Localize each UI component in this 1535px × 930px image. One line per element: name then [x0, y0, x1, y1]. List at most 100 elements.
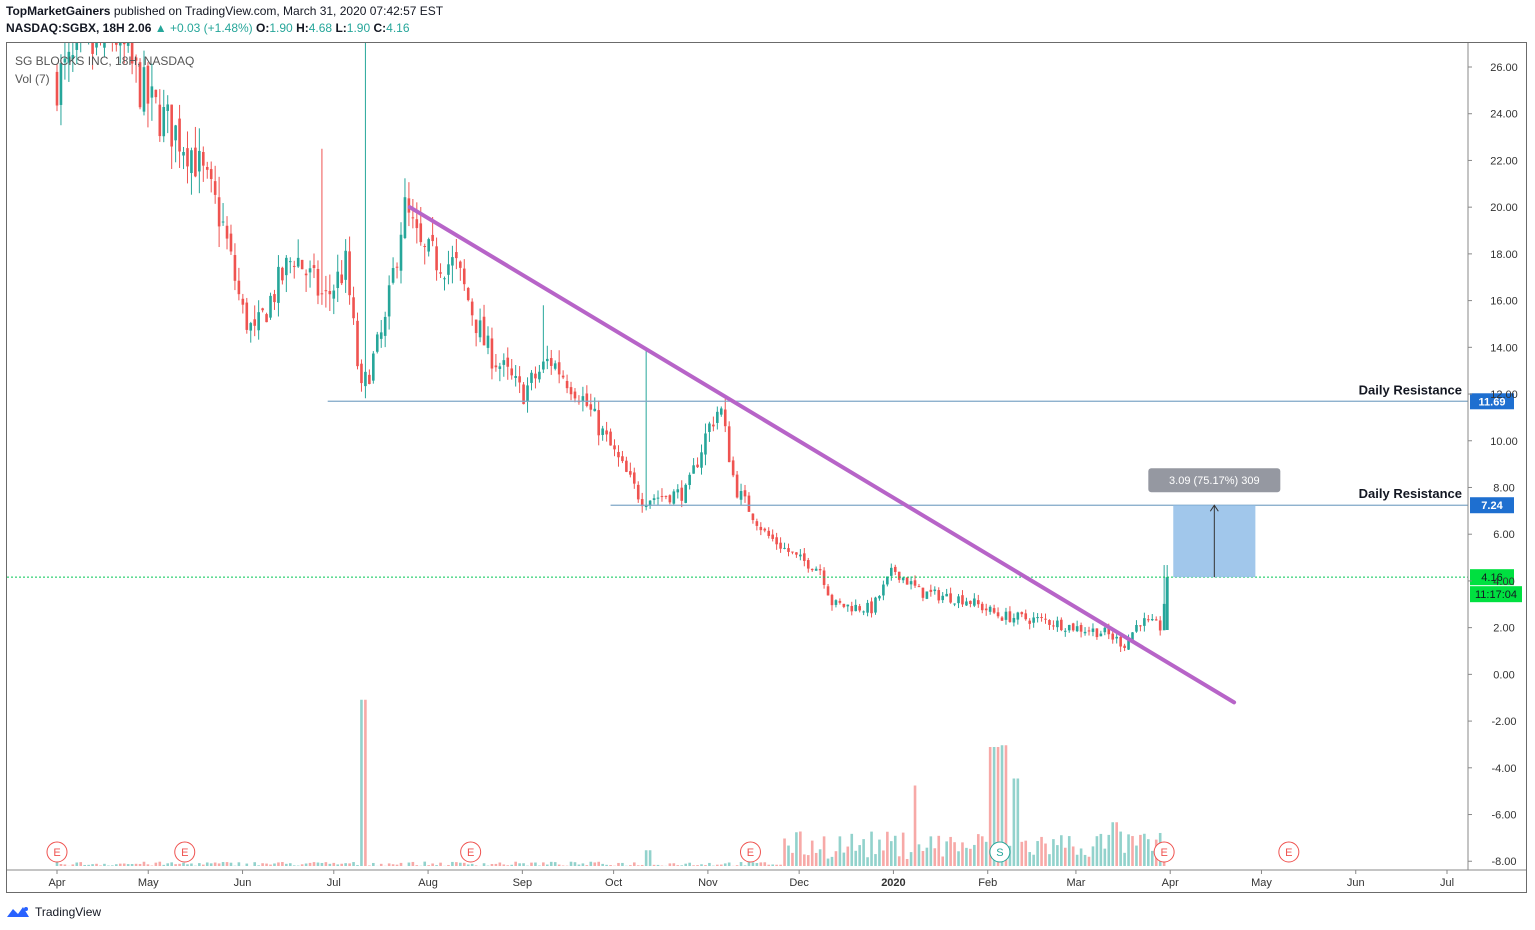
volume-bar	[549, 861, 553, 866]
candle-body	[71, 55, 75, 60]
volume-bar	[340, 863, 343, 866]
candle-body	[676, 489, 680, 493]
volume-bar	[470, 863, 474, 866]
publisher-name[interactable]: TopMarketGainers	[6, 4, 111, 18]
volume-bar	[553, 862, 557, 866]
candle-body	[1087, 630, 1091, 632]
symbol-label[interactable]: NASDAQ:SGBX, 18H	[6, 21, 125, 35]
volume-bar	[561, 865, 565, 866]
candle-body	[427, 239, 430, 252]
candle-body	[150, 86, 154, 98]
volume-bar	[170, 862, 173, 866]
resistance-price-label: 7.24	[1481, 500, 1503, 512]
volume-bar	[182, 862, 185, 866]
volume-bar	[1056, 845, 1059, 866]
price-chart[interactable]: E E E E S E E Daily Resistance 11.69 Daily Resist…	[7, 43, 1526, 892]
x-tick-label: May	[1251, 877, 1272, 889]
candle-body	[949, 593, 952, 603]
candle-body	[241, 298, 245, 305]
volume-bar	[225, 862, 229, 866]
volume-bar	[229, 862, 233, 866]
candle-body	[913, 580, 917, 586]
candle-body	[810, 568, 814, 571]
candle-body	[253, 319, 257, 326]
candle-body	[901, 577, 905, 581]
candle-body	[530, 372, 533, 383]
candle-body	[731, 460, 735, 476]
volume-bar	[897, 856, 901, 866]
candle-body	[704, 433, 707, 455]
range-label-box	[1148, 468, 1281, 493]
candle-body	[273, 294, 276, 303]
candle-body	[830, 594, 834, 606]
volume-bar	[99, 865, 102, 866]
split-event-marker[interactable]	[989, 841, 1011, 863]
candle-body	[292, 265, 296, 267]
candle-body	[233, 255, 237, 281]
candle-body	[1060, 619, 1063, 631]
candle-body	[368, 374, 371, 385]
tradingview-logo-icon[interactable]	[6, 905, 30, 919]
y-tick-label: 22.00	[1490, 155, 1518, 167]
candle-body	[909, 581, 913, 585]
earnings-event-marker[interactable]	[46, 841, 68, 863]
earnings-event-marker[interactable]	[460, 841, 482, 863]
volume-bar	[656, 864, 660, 866]
volume-legend[interactable]: Vol (7)	[15, 72, 50, 86]
volume-bar	[945, 841, 948, 866]
volume-bar	[269, 864, 272, 866]
volume-bar	[455, 862, 458, 866]
chart-pane[interactable]: E E E E S E E Daily Resistance 11.69 Daily Resist…	[6, 42, 1527, 893]
y-tick-label: 24.00	[1490, 109, 1518, 121]
candle-body	[850, 606, 854, 612]
volume-bar	[352, 862, 355, 866]
candle-body	[941, 595, 945, 601]
candle-body	[735, 474, 739, 498]
volume-bar	[324, 862, 328, 866]
trendline[interactable]	[407, 205, 1237, 705]
candle-body	[328, 290, 332, 295]
volume-bar	[1071, 846, 1075, 866]
volume-bar	[949, 836, 952, 866]
low-value: 1.90	[346, 21, 371, 35]
volume-bar	[739, 862, 743, 866]
candle-body	[288, 261, 292, 263]
earnings-event-marker[interactable]	[739, 841, 761, 863]
volume-bar	[178, 863, 181, 866]
volume-bar	[1044, 843, 1047, 866]
volume-bar	[676, 865, 680, 866]
volume-bar	[55, 861, 59, 866]
candle-body	[451, 257, 454, 266]
y-tick-label: 16.00	[1490, 296, 1518, 308]
volume-bar	[1150, 850, 1154, 866]
candle-body	[522, 384, 525, 405]
volume-bar	[462, 862, 466, 866]
volume-bar	[743, 865, 747, 866]
legend-title[interactable]: SG BLOCKS INC, 18H, NASDAQ	[15, 54, 194, 68]
volume-bar	[846, 846, 850, 866]
volume-bar	[569, 861, 573, 866]
candle-body	[1056, 620, 1059, 628]
x-tick-label: Dec	[789, 877, 809, 889]
earnings-event-marker[interactable]	[1153, 841, 1175, 863]
volume-bar	[589, 861, 593, 866]
candle-body	[316, 268, 320, 296]
earnings-event-marker[interactable]	[1278, 841, 1300, 863]
candle-body	[249, 323, 253, 331]
event-label: E	[53, 847, 60, 859]
earnings-event-marker[interactable]	[174, 841, 196, 863]
volume-bar	[581, 863, 585, 866]
candle-body	[538, 371, 541, 380]
x-tick-label: Apr	[48, 877, 65, 889]
volume-bar	[727, 862, 731, 866]
volume-bar	[976, 834, 980, 866]
candle-body	[973, 598, 976, 606]
volume-bar	[1063, 847, 1067, 866]
candle-body	[897, 571, 901, 580]
volume-bar	[217, 863, 221, 866]
volume-bar	[1083, 854, 1087, 866]
y-tick-label: 0.00	[1493, 669, 1514, 681]
volume-bar	[320, 862, 324, 866]
footer-brand[interactable]: TradingView	[35, 905, 102, 919]
candle-body	[767, 530, 771, 536]
